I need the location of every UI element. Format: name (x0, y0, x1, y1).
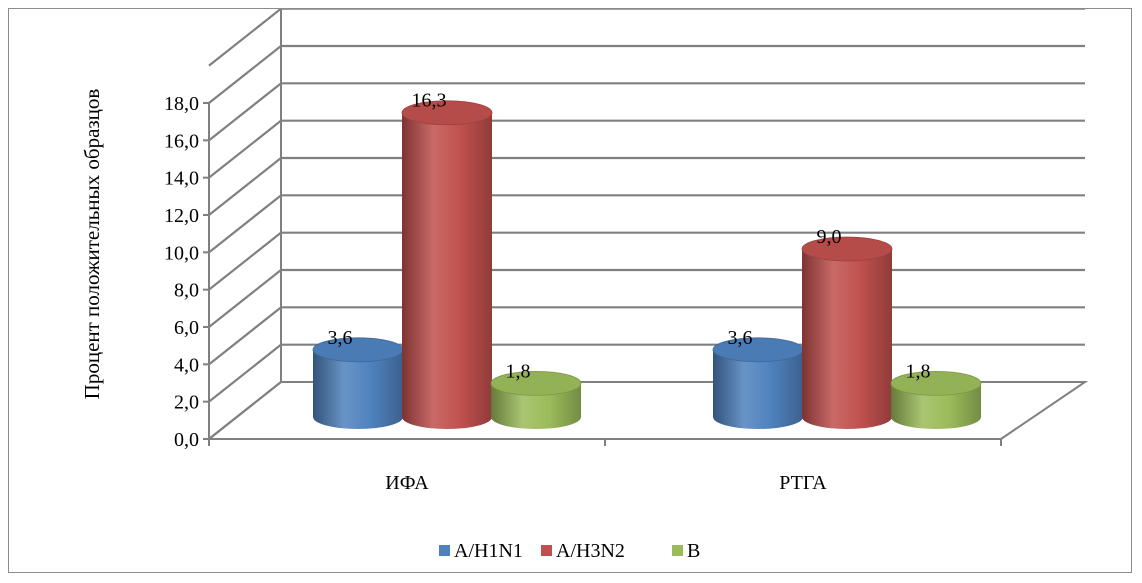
legend-label: A/H3N2 (556, 540, 625, 562)
bars (312, 100, 982, 429)
gridline-side (208, 231, 282, 291)
bar-body (713, 349, 803, 429)
gridline-side (208, 269, 282, 328)
y-tick-label: 18,0 (164, 93, 199, 115)
y-tick-label: 0,0 (174, 429, 199, 451)
data-label: 1,8 (906, 360, 931, 382)
data-labels: 3,6 16,3 1,8 3,6 9,0 1,8 (328, 90, 931, 383)
gridline-side (208, 194, 282, 254)
chart-frame: 0,0 2,0 4,0 6,0 8,0 10,0 12,0 14,0 16,0 18,0 ИФА Р… (8, 7, 1132, 573)
data-label: 3,6 (728, 327, 753, 349)
y-tick-label: 10,0 (164, 242, 199, 264)
gridline-side (208, 7, 282, 67)
bar-body (313, 349, 403, 429)
legend-label: A/H1N1 (454, 540, 523, 562)
data-label: 1,8 (506, 360, 531, 382)
bar-body (802, 249, 892, 429)
bar-top (490, 370, 582, 396)
bar-A/H1N1-РТГА (712, 337, 804, 429)
gridline-side (208, 82, 282, 142)
data-label: 16,3 (412, 90, 447, 112)
bar-A/H3N2-РТГА (801, 236, 893, 429)
y-tick-label: 16,0 (164, 130, 199, 152)
gridline-side (208, 381, 282, 440)
gridline-side (208, 343, 282, 403)
category-labels: ИФА РТГА (385, 472, 827, 494)
chart-svg: 0,0 2,0 4,0 6,0 8,0 10,0 12,0 14,0 16,0 18,0 ИФА Р… (80, 7, 1089, 562)
legend-label: B (687, 540, 700, 562)
legend-swatch (541, 545, 552, 556)
y-tick-label: 6,0 (174, 317, 199, 339)
y-tick-label: 14,0 (164, 168, 199, 190)
y-tick-labels: 0,0 2,0 4,0 6,0 8,0 10,0 12,0 14,0 16,0 18,0 (164, 93, 199, 451)
gridline-side (208, 119, 282, 179)
bar-body (491, 383, 581, 429)
legend-swatch (439, 545, 450, 556)
bar-A/H1N1-ИФА (312, 337, 404, 429)
gridline-side (208, 45, 282, 104)
gridline-side (208, 157, 282, 216)
bar-top (312, 337, 404, 363)
y-tick-label: 8,0 (174, 280, 199, 302)
category-label: РТГА (779, 472, 827, 494)
gridline-side (208, 306, 282, 366)
legend: A/H1N1 A/H3N2 B (439, 540, 700, 562)
bar-top (401, 100, 493, 126)
legend-swatch (672, 545, 683, 556)
bar-B-РТГА (890, 370, 982, 429)
y-tick-label: 12,0 (164, 205, 199, 227)
bar-top (712, 337, 804, 363)
y-tick-label: 2,0 (174, 392, 199, 414)
data-label: 3,6 (328, 327, 353, 349)
bar-B-ИФА (490, 370, 582, 429)
bar-body (402, 112, 492, 429)
bar-top (890, 370, 982, 396)
bar-body (891, 383, 981, 429)
bar-A/H3N2-ИФА (401, 100, 493, 429)
data-label: 9,0 (817, 226, 842, 248)
y-axis-label: Процент положительных образцов (80, 89, 104, 400)
bar-top (801, 236, 893, 262)
category-label: ИФА (385, 472, 429, 494)
y-tick-label: 4,0 (174, 354, 199, 376)
axes (203, 102, 1002, 446)
